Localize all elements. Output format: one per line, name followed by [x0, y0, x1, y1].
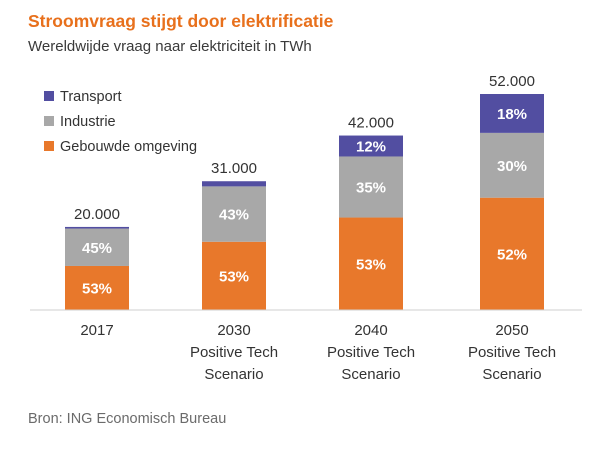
x-tick-label: 2040 [354, 322, 387, 339]
legend-label: Transport [60, 89, 122, 105]
legend-swatch [44, 91, 54, 101]
x-tick-label: Positive Tech [190, 344, 278, 361]
bar-segment-transport-2050 [480, 94, 544, 133]
bar-segment-gebouwde-omgeving-2030 [202, 241, 266, 310]
legend-label: Industrie [60, 114, 116, 130]
bar-segment-industrie-2017 [65, 228, 129, 266]
segment-label: 45% [82, 240, 112, 257]
legend: Transport Industrie Gebouwde omgeving [44, 89, 197, 155]
x-tick-label: Scenario [204, 366, 263, 383]
x-axis-labels: 2017 2030 Positive Tech Scenario 2040 Positiv… [80, 322, 556, 383]
bar-segment-gebouwde-omgeving-2040 [339, 217, 403, 310]
x-tick-label: Positive Tech [327, 344, 415, 361]
x-tick-label: Positive Tech [468, 344, 556, 361]
total-label: 42.000 [348, 115, 394, 132]
total-label: 52.000 [489, 73, 535, 90]
chart-subtitle: Wereldwijde vraag naar elektriciteit in … [28, 38, 312, 55]
bar-segment-transport-2030 [202, 181, 266, 187]
bar-segment-industrie-2050 [480, 132, 544, 198]
segment-label: 52% [497, 246, 527, 263]
bar-segment-industrie-2030 [202, 186, 266, 242]
chart-title: Stroomvraag stijgt door elektrificatie [28, 11, 334, 31]
legend-swatch [44, 141, 54, 151]
x-tick-label: 2017 [80, 322, 113, 339]
segment-label: 53% [219, 268, 249, 285]
segment-label: 12% [356, 139, 386, 156]
segment-label: 18% [497, 106, 527, 123]
bar-segment-industrie-2040 [339, 156, 403, 218]
bar-segment-transport-2040 [339, 135, 403, 157]
legend-swatch [44, 116, 54, 126]
x-tick-label: 2030 [217, 322, 250, 339]
x-tick-label: Scenario [341, 366, 400, 383]
segment-label: 43% [219, 207, 249, 224]
total-label: 20.000 [74, 206, 120, 223]
x-tick-label: Scenario [482, 366, 541, 383]
bar-segment-gebouwde-omgeving-2017 [65, 265, 129, 310]
total-label: 31.000 [211, 160, 257, 177]
segment-label: 53% [356, 256, 386, 273]
bar-segment-transport-2017 [65, 226, 129, 229]
bars: 53% 45% 20.000 53% 43% 31.000 53% 35% 12% 42.000 5… [65, 73, 544, 310]
x-tick-label: 2050 [495, 322, 528, 339]
segment-label: 30% [497, 158, 527, 175]
legend-label: Gebouwde omgeving [60, 139, 197, 155]
segment-label: 53% [82, 280, 112, 297]
source-note: Bron: ING Economisch Bureau [28, 411, 227, 427]
segment-label: 35% [356, 180, 386, 197]
bar-segment-gebouwde-omgeving-2050 [480, 197, 544, 310]
